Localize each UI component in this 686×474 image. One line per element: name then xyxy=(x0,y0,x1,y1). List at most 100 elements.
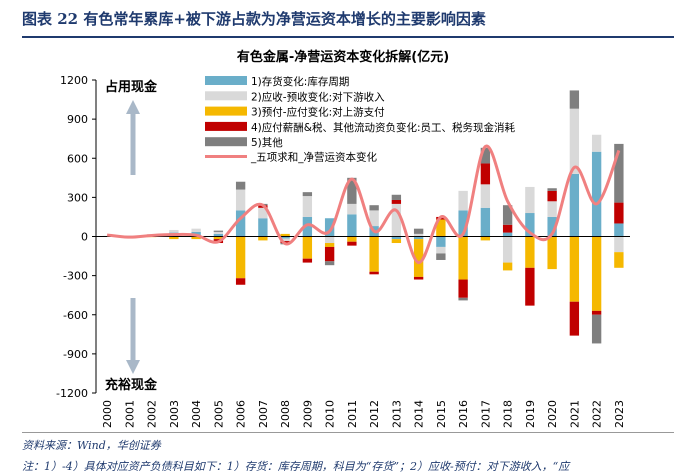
bar-series1-2014 xyxy=(413,236,424,240)
x-tick-label: 2013 xyxy=(390,400,403,428)
report-header: 图表 22 有色常年累库+被下游占款为净营运资本增长的主要影响因素 xyxy=(0,0,686,40)
legend-label-3: 3)预付-应付变化:对上游支付 xyxy=(251,106,385,119)
bar-series3-2009 xyxy=(302,236,313,259)
figure-title: 图表 22 有色常年累库+被下游占款为净营运资本增长的主要影响因素 xyxy=(22,10,486,28)
bar-series4-2010 xyxy=(324,246,335,262)
bar-series3-2018 xyxy=(502,262,513,271)
x-tick-label: 2006 xyxy=(235,400,248,428)
bar-series2-2010 xyxy=(324,236,335,244)
bar-series3-2023 xyxy=(614,252,624,268)
bar-series5-2005 xyxy=(213,230,224,232)
legend-label-2: 2)应收-预收变化:对下游收入 xyxy=(251,90,385,103)
annotation-cash-occupied: 占用现金 xyxy=(105,79,158,95)
legend-swatch-3 xyxy=(205,106,247,116)
y-tick-label: 300 xyxy=(67,191,88,204)
x-tick-label: 2000 xyxy=(101,400,114,428)
arrow-down-head-icon xyxy=(126,360,140,374)
bar-series3-2007 xyxy=(258,236,268,241)
x-tick-label: 2002 xyxy=(146,400,159,428)
x-tick-label: 2008 xyxy=(279,400,292,428)
bar-series3-2005 xyxy=(213,236,224,240)
x-tick-label: 2001 xyxy=(123,400,136,428)
bar-series1-2015 xyxy=(436,236,446,247)
bar-series5-2013 xyxy=(391,194,402,200)
footer-divider xyxy=(22,432,674,433)
bar-series1-2022 xyxy=(591,151,602,237)
bar-series5-2014 xyxy=(413,228,424,234)
bar-series2-2017 xyxy=(480,184,491,208)
header-divider xyxy=(22,36,674,38)
bar-series5-2009 xyxy=(302,192,313,197)
bar-series5-2015 xyxy=(436,253,446,260)
bar-series5-2011 xyxy=(347,177,357,204)
annotation-cash-abundant: 充裕现金 xyxy=(105,377,158,393)
bar-series2-2008 xyxy=(280,238,290,242)
bar-series1-2020 xyxy=(547,216,557,237)
arrow-up-head-icon xyxy=(126,100,140,114)
x-tick-label: 2019 xyxy=(524,400,537,428)
x-tick-label: 2021 xyxy=(568,400,581,428)
bar-series3-2016 xyxy=(458,236,468,280)
bar-series4-2023 xyxy=(614,202,624,224)
y-tick-label: 900 xyxy=(67,113,88,126)
bar-series2-2014 xyxy=(413,233,424,237)
bar-series2-2012 xyxy=(369,210,379,227)
bar-series3-2013 xyxy=(391,239,402,244)
bar-series3-2011 xyxy=(347,236,357,242)
x-tick-label: 2003 xyxy=(168,400,181,428)
bar-series2-2021 xyxy=(569,108,580,174)
legend-label-5: 5)其他 xyxy=(251,136,283,149)
bar-series4-2020 xyxy=(547,190,557,202)
bar-series1-2018 xyxy=(502,232,513,237)
x-tick-label: 2005 xyxy=(212,400,225,428)
bar-series3-2017 xyxy=(480,236,491,241)
bar-series1-2023 xyxy=(614,223,624,237)
line-series-sum xyxy=(106,144,621,265)
bar-series3-2020 xyxy=(547,236,557,270)
bar-series3-2019 xyxy=(525,236,535,268)
bar-series5-2012 xyxy=(369,205,379,211)
bar-series3-2022 xyxy=(591,236,602,311)
x-tick-label: 2007 xyxy=(257,400,270,428)
y-tick-label: 600 xyxy=(67,152,88,165)
bar-series2-2016 xyxy=(458,190,468,211)
bar-series4-2009 xyxy=(302,258,313,263)
bar-series1-2010 xyxy=(324,218,335,237)
bar-series5-2023 xyxy=(614,143,624,203)
bar-series4-2016 xyxy=(458,279,468,298)
x-tick-label: 2009 xyxy=(301,400,314,428)
x-tick-label: 2004 xyxy=(190,400,203,428)
x-tick-label: 2012 xyxy=(368,400,381,428)
bar-series2-2023 xyxy=(614,236,624,253)
bar-series5-2021 xyxy=(569,90,580,109)
bar-series2-2003 xyxy=(169,229,179,233)
bar-series1-2008 xyxy=(280,236,290,239)
bar-series2-2004 xyxy=(191,228,201,232)
bar-series3-2021 xyxy=(569,236,580,302)
bar-series4-2014 xyxy=(413,276,424,280)
legend-label-1: 1)存货变化:库存周期 xyxy=(251,75,349,88)
bar-series4-2021 xyxy=(569,301,580,336)
bar-series3-2008 xyxy=(280,233,290,237)
x-tick-label: 2010 xyxy=(324,400,337,428)
legend-swatch-1 xyxy=(205,76,247,85)
x-tick-label: 2014 xyxy=(413,400,426,428)
bar-series4-2017 xyxy=(480,163,491,185)
legend-label-4: 4)应付薪酬&税、其他流动资负变化:员工、税务现金消耗 xyxy=(251,121,516,134)
bar-series1-2005 xyxy=(213,233,224,237)
bar-series5-2016 xyxy=(458,297,468,301)
bar-series3-2006 xyxy=(235,236,246,279)
bar-series4-2013 xyxy=(391,199,402,204)
y-tick-label: 0 xyxy=(81,231,88,244)
bar-series3-2010 xyxy=(324,243,335,247)
legend-swatch-4 xyxy=(205,121,247,131)
bar-series4-2012 xyxy=(369,271,379,275)
bar-series5-2020 xyxy=(547,188,557,191)
bar-series2-2007 xyxy=(258,207,268,219)
bar-series5-2006 xyxy=(235,181,246,190)
y-tick-label: 1200 xyxy=(60,74,88,87)
bar-series4-2022 xyxy=(591,310,602,315)
bar-series3-2004 xyxy=(191,236,201,240)
bar-series1-2013 xyxy=(391,236,402,240)
